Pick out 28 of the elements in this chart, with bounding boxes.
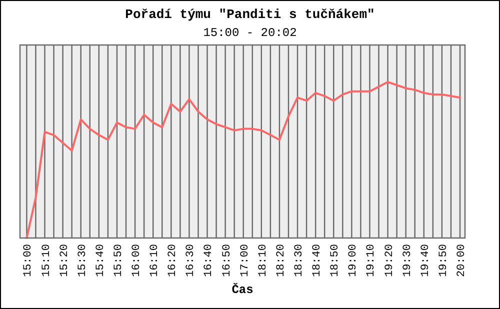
x-tick-label: 16:50 <box>221 244 234 278</box>
x-tick-label: 15:50 <box>112 244 125 278</box>
x-tick-label: 19:50 <box>438 244 450 278</box>
chart-subtitle: 15:00 - 20:02 <box>203 26 297 40</box>
x-tick-label: 15:00 <box>22 244 35 278</box>
x-tick-label: 15:30 <box>76 244 89 278</box>
x-tick-label: 19:00 <box>348 244 360 278</box>
x-tick-label: 15:20 <box>58 244 71 278</box>
x-tick-label: 17:00 <box>239 244 252 278</box>
x-tick-label: 16:10 <box>149 244 162 278</box>
x-tick-label: 19:20 <box>384 244 396 278</box>
x-tick-label: 19:40 <box>420 244 432 278</box>
x-tick-label: 15:10 <box>40 244 53 278</box>
chart-title: Pořadí týmu "Panditi s tučňákem" <box>125 7 375 22</box>
x-tick-label: 18:10 <box>257 244 270 278</box>
x-tick-label: 16:40 <box>203 244 216 278</box>
x-tick-label: 20:00 <box>456 244 468 278</box>
x-tick-label: 18:50 <box>330 244 342 278</box>
x-tick-label: 16:20 <box>167 244 180 278</box>
x-tick-label: 18:20 <box>275 244 288 278</box>
x-tick-label: 15:40 <box>94 244 107 278</box>
x-axis-title: Čas <box>232 283 254 297</box>
x-tick-label: 18:30 <box>294 244 306 278</box>
x-tick-label: 19:30 <box>402 244 414 278</box>
x-tick-label: 19:10 <box>366 244 378 278</box>
x-tick-label: 16:30 <box>185 244 198 278</box>
x-tick-label: 18:40 <box>312 244 324 278</box>
x-tick-label: 16:00 <box>131 244 144 278</box>
